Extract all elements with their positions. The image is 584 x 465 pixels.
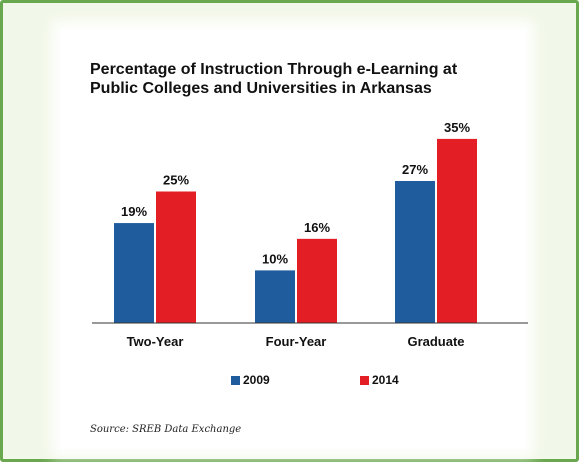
category-labels: Two-Year Four-Year Graduate: [127, 334, 465, 349]
category-label-graduate: Graduate: [407, 334, 464, 349]
bar-two-year-2014: [156, 191, 196, 323]
bar-graduate-2009: [395, 180, 435, 323]
category-label-four-year: Four-Year: [266, 334, 327, 349]
legend-label-2014: 2014: [372, 373, 399, 387]
bar-graduate-2014: [437, 138, 477, 323]
legend-label-2009: 2009: [243, 373, 270, 387]
bar-four-year-2009: [255, 270, 295, 323]
data-label-graduate-2014: 35%: [444, 120, 470, 135]
legend-item-2014: 2014: [360, 373, 399, 387]
category-label-two-year: Two-Year: [127, 334, 184, 349]
data-label-four-year-2009: 10%: [262, 251, 288, 266]
bar-two-year-2009: [114, 223, 154, 323]
legend-item-2009: 2009: [231, 373, 270, 387]
data-label-two-year-2009: 19%: [121, 204, 147, 219]
data-label-two-year-2014: 25%: [163, 173, 189, 188]
legend: 2009 2014: [0, 373, 584, 393]
legend-swatch-2009: [231, 376, 240, 385]
data-label-four-year-2014: 16%: [304, 220, 330, 235]
bars-group: 19% 25% 10% 16% 27% 35%: [114, 120, 477, 323]
bar-four-year-2014: [297, 238, 337, 323]
data-label-graduate-2009: 27%: [402, 162, 428, 177]
legend-swatch-2014: [360, 376, 369, 385]
chart-title: Percentage of Instruction Through e-Lear…: [90, 60, 530, 98]
chart-title-line-2: Public Colleges and Universities in Arka…: [90, 80, 432, 97]
source-note: Source: SREB Data Exchange: [90, 424, 242, 435]
chart-title-line-1: Percentage of Instruction Through e-Lear…: [90, 61, 458, 78]
